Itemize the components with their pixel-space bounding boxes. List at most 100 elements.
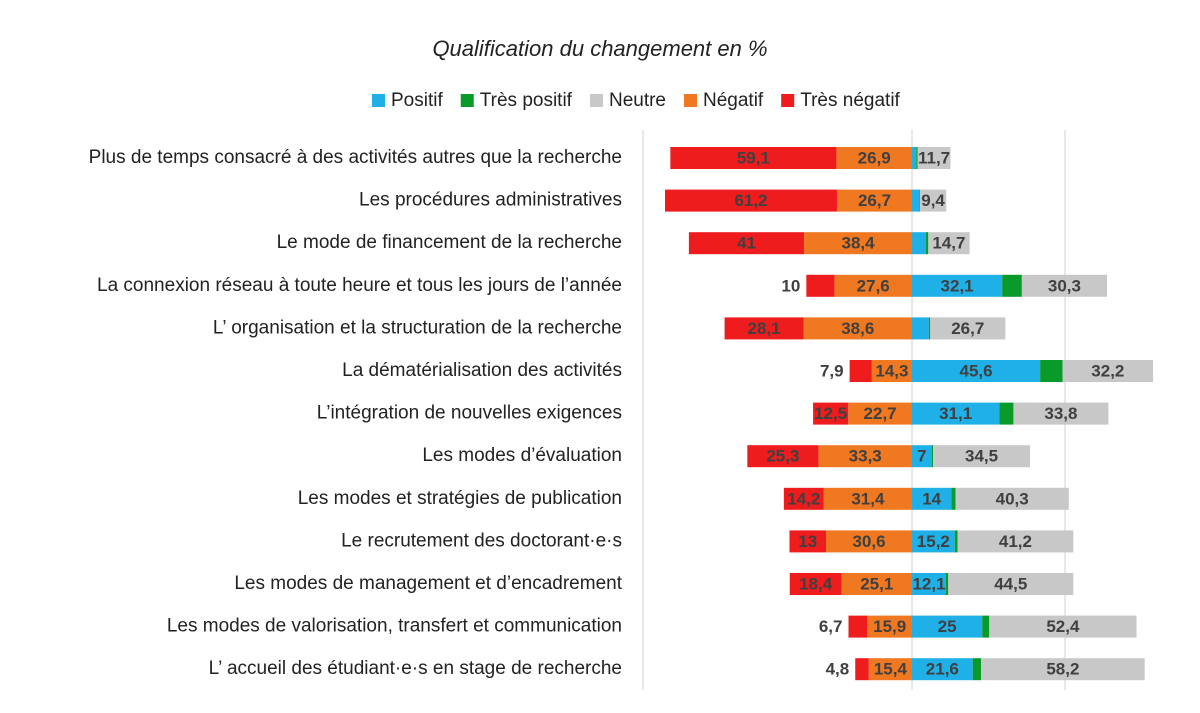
value-label: 13 (798, 532, 817, 551)
value-label: 58,2 (1046, 660, 1079, 679)
value-label: 18,4 (799, 574, 833, 593)
bar-segment (989, 615, 1137, 638)
value-label: 15,9 (873, 617, 906, 636)
bar-segment (841, 573, 912, 595)
value-label: 14,7 (932, 234, 965, 253)
bar-segment (928, 317, 931, 340)
bar-segment (928, 232, 970, 255)
bar-segment (926, 232, 929, 255)
value-label: 41,2 (999, 532, 1032, 551)
value-label: 25 (938, 617, 957, 636)
legend-swatch (684, 94, 697, 107)
bar-segment (818, 445, 912, 468)
value-label: 38,6 (841, 319, 874, 338)
value-label: 12,5 (814, 404, 847, 423)
value-label: 7,9 (820, 361, 844, 380)
value-label: 44,5 (994, 574, 1027, 593)
bar-segment (804, 232, 912, 255)
bar-segment (1040, 360, 1063, 382)
bar-segment (912, 360, 1041, 382)
bar-segment (1013, 402, 1109, 425)
value-label: 41 (737, 234, 756, 253)
value-label: 11,7 (918, 148, 950, 167)
bar-segment (930, 317, 1006, 340)
bar-segment (912, 615, 983, 638)
value-label: 14,2 (787, 489, 820, 508)
bar-segment (912, 445, 932, 468)
value-label: 30,3 (1048, 276, 1081, 295)
value-label: 4,8 (826, 660, 850, 679)
bar-segment (919, 189, 947, 212)
bar-segment (951, 487, 956, 510)
bar-segment (823, 487, 912, 510)
bar-segment (688, 232, 805, 255)
bar-segment (955, 487, 1069, 510)
value-label: 31,4 (851, 489, 885, 508)
value-label: 34,5 (965, 447, 998, 466)
value-label: 14,3 (875, 361, 908, 380)
legend-label: Négatif (703, 90, 764, 111)
bar-segment (912, 232, 927, 255)
bar-segment (982, 615, 990, 638)
category-label: Les procédures administratives (359, 190, 622, 211)
bar-segment (919, 189, 920, 212)
value-label: 30,6 (852, 532, 885, 551)
category-label: L’ organisation et la structuration de l… (213, 317, 622, 338)
category-label: Les modes de valorisation, transfert et … (167, 616, 622, 637)
bar-segment (931, 445, 934, 468)
bar-segment (670, 147, 837, 169)
bar-segment (1062, 360, 1154, 382)
value-label: 32,1 (941, 276, 974, 295)
bar-segment (912, 274, 1003, 297)
legend-swatch (460, 94, 474, 107)
legend-label: Très négatif (800, 90, 900, 111)
category-label: La dématérialisation des activités (342, 360, 622, 381)
bar-segment (806, 274, 835, 297)
bar-segment (948, 573, 1074, 595)
value-label: 33,3 (849, 447, 882, 466)
bar-segment (912, 402, 1000, 425)
bar-segment (724, 317, 804, 340)
bar-segment (912, 658, 973, 681)
bar-segment (916, 147, 918, 169)
bar-segment (868, 658, 912, 681)
value-label: 32,2 (1091, 361, 1124, 380)
bar-segment (834, 274, 912, 297)
bar-segment (871, 360, 912, 382)
category-label: L’ accueil des étudiant·e·s en stage de … (209, 658, 622, 679)
bar-segment (789, 573, 842, 595)
legend-label: Positif (391, 90, 443, 111)
legend-label: Neutre (609, 90, 666, 111)
bar-segment (747, 445, 819, 468)
bar-segment (836, 189, 912, 212)
category-label: Le mode de financement de la recherche (277, 232, 622, 253)
value-label: 26,7 (951, 319, 984, 338)
bar-segment (1002, 274, 1022, 297)
category-label: La connexion réseau à toute heure et tou… (97, 275, 622, 296)
bar-segment (836, 147, 912, 169)
category-label: Le recrutement des doctorant·e·s (341, 530, 622, 551)
bar-segment (848, 615, 868, 638)
value-label: 33,8 (1044, 404, 1077, 423)
value-label: 26,9 (858, 148, 891, 167)
bar-segment (789, 530, 827, 553)
legend-swatch (372, 94, 385, 107)
bar-segment (912, 147, 917, 169)
category-label: Plus de temps consacré à des activités a… (89, 147, 622, 168)
value-label: 22,7 (864, 404, 897, 423)
bar-segment (917, 147, 951, 169)
bar-segment (972, 658, 982, 681)
chart-title: Qualification du changement en % (432, 36, 767, 61)
bar-segment (849, 360, 872, 382)
value-label: 15,2 (917, 532, 950, 551)
value-label: 15,4 (874, 660, 908, 679)
bar-segment (855, 658, 869, 681)
legend-label: Très positif (480, 90, 573, 111)
bar-segment (981, 658, 1145, 681)
value-label: 9,4 (921, 191, 945, 210)
value-label: 61,2 (734, 191, 767, 210)
bar-segment (867, 615, 912, 638)
bar-segment (848, 402, 912, 425)
category-label: Les modes et stratégies de publication (298, 488, 622, 509)
